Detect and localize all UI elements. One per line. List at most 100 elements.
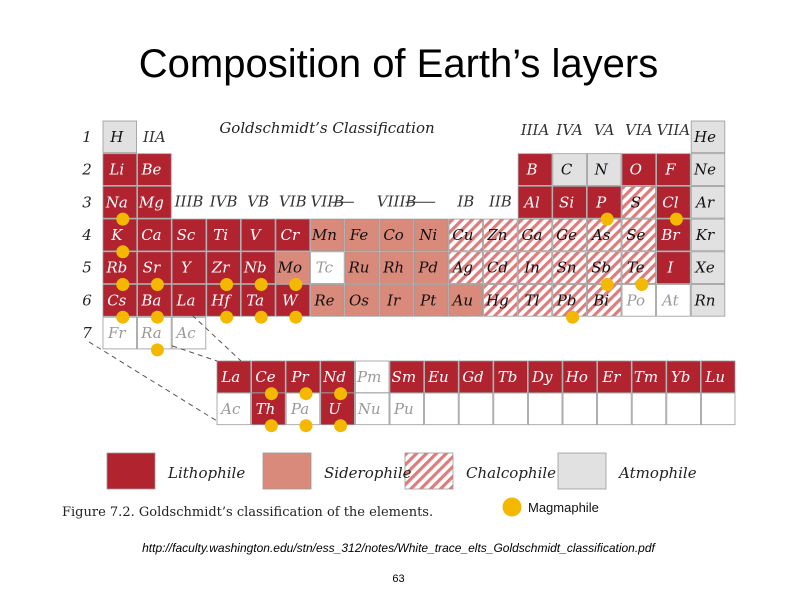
magmaphile-dot — [150, 310, 164, 324]
lanthanide-cell-ho — [562, 360, 597, 394]
fblock-leader — [88, 341, 218, 422]
element-cell-li — [102, 153, 137, 186]
element-symbol-re: Re — [313, 291, 334, 309]
lanthanide-cell-nd — [320, 360, 355, 394]
element-symbol-na: Na — [105, 193, 128, 211]
actinide-cell-blank — [562, 392, 597, 426]
element-cell-pt — [413, 284, 449, 317]
element-symbol-ac: Ac — [174, 324, 196, 342]
element-cell-os — [344, 284, 380, 317]
element-symbol-rb: Rb — [105, 259, 127, 277]
lanthanide-cell-eu — [424, 360, 459, 394]
element-symbol-ru: Ru — [348, 259, 370, 277]
element-cell-y — [171, 251, 207, 284]
group-label: VA — [594, 121, 615, 139]
element-symbol-ni: Ni — [418, 226, 437, 244]
actinide-symbol-th: Th — [256, 400, 276, 418]
magmaphile-dot — [566, 310, 580, 324]
element-symbol-ga: Ga — [522, 226, 543, 244]
element-cell-zn — [483, 218, 518, 252]
magmaphile-dot — [220, 278, 234, 291]
group-label: IVA — [555, 121, 583, 139]
element-cell-si — [552, 186, 587, 219]
element-symbol-k: K — [110, 226, 123, 244]
group-label: IVB — [209, 192, 238, 210]
element-symbol-ti: Ti — [213, 226, 228, 244]
lanthanide-symbol-pr: Pr — [290, 368, 309, 386]
actinide-cell-blank — [701, 392, 736, 426]
element-symbol-w: W — [282, 291, 299, 309]
element-cell-o — [621, 153, 656, 186]
element-symbol-cl: Cl — [662, 193, 678, 211]
element-cell-cr — [275, 218, 310, 252]
page-number: 63 — [392, 573, 405, 585]
element-symbol-au: Au — [451, 291, 474, 309]
element-symbol-zr: Zr — [211, 259, 230, 277]
magmaphile-dot — [299, 419, 313, 433]
actinide-cell-blank — [493, 392, 528, 426]
actinide-cell-blank — [666, 392, 701, 426]
magmaphile-dot — [669, 212, 683, 226]
element-symbol-cu: Cu — [452, 226, 473, 244]
periodic-table-diagram: H He Li Be B C N O F Ne Na Mg Al Si P S Cl Ar K Ca Sc Ti V Cr Mn… — [62, 119, 736, 520]
element-symbol-sn: Sn — [557, 259, 577, 277]
slide-title: Composition of Earth’s layers — [138, 42, 659, 86]
element-symbol-po: Po — [626, 291, 646, 309]
actinide-cell-pu — [389, 392, 424, 426]
element-cell-i — [656, 251, 691, 284]
element-symbol-n: N — [594, 161, 609, 179]
magmaphile-dot — [150, 343, 164, 357]
element-symbol-mn: Mn — [311, 226, 337, 244]
element-symbol-li: Li — [108, 161, 124, 179]
element-symbol-ir: Ir — [386, 291, 401, 309]
element-cell-ne — [690, 153, 726, 186]
element-symbol-br: Br — [660, 226, 680, 244]
element-symbol-tc: Tc — [316, 259, 334, 277]
figure-heading: Goldschmidt’s Classification — [219, 119, 434, 137]
element-symbol-fe: Fe — [349, 226, 369, 244]
legend-label-siderophile: Siderophile — [324, 464, 412, 482]
element-symbol-be: Be — [140, 161, 161, 179]
element-symbol-ge: Ge — [556, 226, 577, 244]
period-label: 5 — [82, 259, 92, 277]
element-symbol-mo: Mo — [277, 259, 302, 277]
element-cell-n — [587, 153, 622, 186]
fblock-leader — [191, 314, 242, 362]
element-cell-sb — [587, 251, 622, 284]
source-url: http://faculty.washington.edu/stn/ess_31… — [142, 541, 655, 555]
element-symbol-xe: Xe — [694, 259, 715, 277]
element-symbol-in: In — [523, 259, 540, 277]
element-symbol-tl: Tl — [525, 291, 540, 309]
element-cell-mg — [137, 186, 172, 219]
element-cell-ar — [690, 186, 726, 219]
element-cell-xe — [690, 251, 726, 284]
lanthanide-symbol-ce: Ce — [255, 368, 275, 386]
lanthanide-symbol-nd: Nd — [322, 368, 346, 386]
group-label: VIA — [625, 121, 653, 139]
magmaphile-dot — [254, 310, 268, 324]
lanthanide-symbol-ho: Ho — [565, 368, 588, 386]
element-cell-b — [517, 153, 553, 186]
element-symbol-b: B — [525, 161, 537, 179]
magmaphile-dot — [220, 310, 234, 324]
lanthanide-symbol-la: La — [220, 368, 240, 386]
element-cell-he — [690, 120, 726, 154]
element-cell-te — [621, 251, 656, 284]
element-symbol-p: P — [595, 193, 607, 211]
goldschmidt-figure: H He Li Be B C N O F Ne Na Mg Al Si P S Cl Ar K Ca Sc Ti V Cr Mn… — [45, 110, 755, 522]
actinide-symbol-ac: Ac — [219, 400, 241, 418]
element-symbol-h: H — [109, 128, 124, 146]
actinide-cell-blank — [458, 392, 494, 426]
element-cell-zr — [206, 251, 241, 284]
element-symbol-c: C — [561, 161, 573, 179]
element-cell-kr — [690, 218, 726, 252]
element-symbol-he: He — [693, 128, 716, 146]
period-label: 2 — [81, 161, 92, 179]
period-label: 3 — [82, 193, 92, 211]
magmaphile-dot — [334, 387, 348, 401]
element-symbol-cd: Cd — [487, 259, 508, 277]
actinide-cell-blank — [597, 392, 632, 426]
element-cell-s — [621, 186, 656, 219]
element-cell-cu — [448, 218, 483, 252]
element-symbol-hg: Hg — [485, 291, 509, 309]
